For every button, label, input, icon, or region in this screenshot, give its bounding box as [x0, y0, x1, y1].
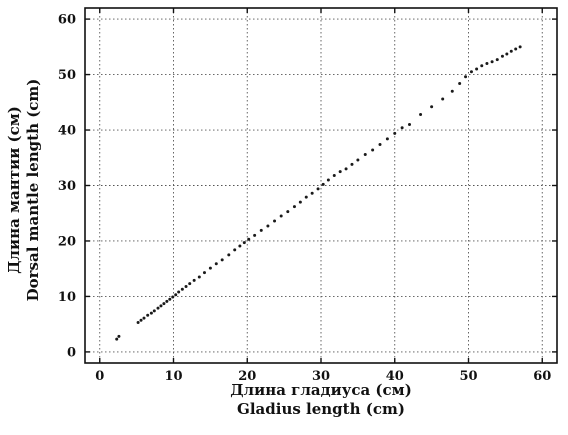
- data-point: [152, 309, 156, 313]
- data-point: [378, 142, 382, 146]
- data-point: [304, 195, 308, 199]
- data-point: [350, 162, 354, 166]
- data-point: [273, 219, 277, 223]
- data-point: [464, 75, 468, 79]
- data-point: [146, 313, 150, 317]
- data-point: [500, 54, 504, 58]
- y-tick-label: 20: [58, 234, 76, 249]
- data-point: [332, 174, 336, 178]
- data-point: [344, 167, 348, 171]
- axis-ticks: 0 10 20 30 40 50 60 0 10 20 30 40 50 60: [58, 8, 557, 384]
- data-point: [139, 318, 143, 322]
- data-point: [371, 148, 375, 152]
- data-point: [495, 58, 499, 62]
- y-tick-label: 40: [58, 124, 76, 139]
- data-point: [180, 287, 184, 291]
- data-point: [485, 61, 489, 65]
- data-point: [247, 237, 251, 241]
- data-point: [475, 67, 479, 71]
- data-point: [142, 316, 146, 320]
- data-point: [490, 60, 494, 64]
- data-point: [242, 241, 246, 245]
- data-point: [214, 262, 218, 266]
- data-point: [286, 210, 290, 214]
- data-point: [326, 178, 330, 182]
- data-point: [149, 311, 153, 315]
- data-point: [419, 113, 423, 116]
- data-points: [115, 45, 522, 341]
- y-tick-label: 50: [58, 68, 76, 83]
- data-point: [192, 278, 196, 282]
- data-point: [469, 70, 473, 74]
- data-point: [356, 158, 360, 162]
- x-tick-label: 30: [312, 369, 330, 384]
- data-point: [279, 214, 283, 218]
- data-point: [233, 248, 237, 252]
- x-tick-label: 50: [459, 369, 477, 384]
- x-tick-label: 0: [95, 369, 104, 384]
- data-point: [338, 170, 342, 174]
- data-point: [385, 137, 389, 141]
- data-point: [430, 105, 434, 109]
- data-point: [136, 321, 140, 325]
- data-point: [162, 302, 166, 306]
- grid: [85, 8, 557, 363]
- data-point: [253, 233, 257, 237]
- data-point: [171, 295, 175, 299]
- data-point: [505, 52, 509, 56]
- data-point: [174, 293, 178, 297]
- data-point: [408, 122, 411, 126]
- y-axis-title-ru: Длина мантии (см): [5, 106, 23, 274]
- data-point: [259, 228, 263, 232]
- data-point: [509, 49, 513, 53]
- data-point: [298, 200, 302, 204]
- data-point: [165, 299, 169, 303]
- y-axis-title-en: Dorsal mantle length (cm): [24, 79, 42, 302]
- data-point: [514, 47, 518, 51]
- data-point: [177, 290, 181, 294]
- y-tick-label: 0: [67, 345, 76, 360]
- data-point: [202, 271, 206, 275]
- data-point: [316, 187, 320, 191]
- data-point: [321, 182, 325, 186]
- data-point: [117, 334, 121, 338]
- data-point: [159, 304, 163, 308]
- data-point: [188, 282, 192, 286]
- data-point: [393, 131, 397, 135]
- x-tick-label: 60: [533, 369, 551, 384]
- y-tick-label: 30: [58, 179, 76, 194]
- data-point: [238, 244, 242, 248]
- data-point: [310, 191, 314, 195]
- data-point: [227, 253, 231, 257]
- data-point: [184, 284, 188, 288]
- data-point: [208, 266, 212, 270]
- x-tick-label: 40: [386, 369, 404, 384]
- data-point: [292, 205, 296, 209]
- data-point: [480, 64, 484, 68]
- data-point: [168, 297, 172, 301]
- data-point: [115, 337, 119, 341]
- data-point: [458, 81, 462, 85]
- data-point: [441, 97, 445, 101]
- y-tick-label: 10: [58, 290, 76, 305]
- data-point: [197, 275, 201, 279]
- data-point: [450, 89, 454, 93]
- data-point: [400, 126, 404, 130]
- x-axis-title-en: Gladius length (cm): [237, 400, 405, 418]
- data-point: [220, 258, 224, 262]
- x-tick-label: 10: [164, 369, 182, 384]
- data-point: [156, 306, 160, 310]
- data-point: [266, 224, 270, 228]
- data-point: [363, 152, 367, 156]
- x-axis-title-ru: Длина гладиуса (см): [230, 381, 412, 399]
- x-tick-label: 20: [238, 369, 256, 384]
- y-tick-label: 60: [58, 13, 76, 28]
- data-point: [518, 45, 522, 49]
